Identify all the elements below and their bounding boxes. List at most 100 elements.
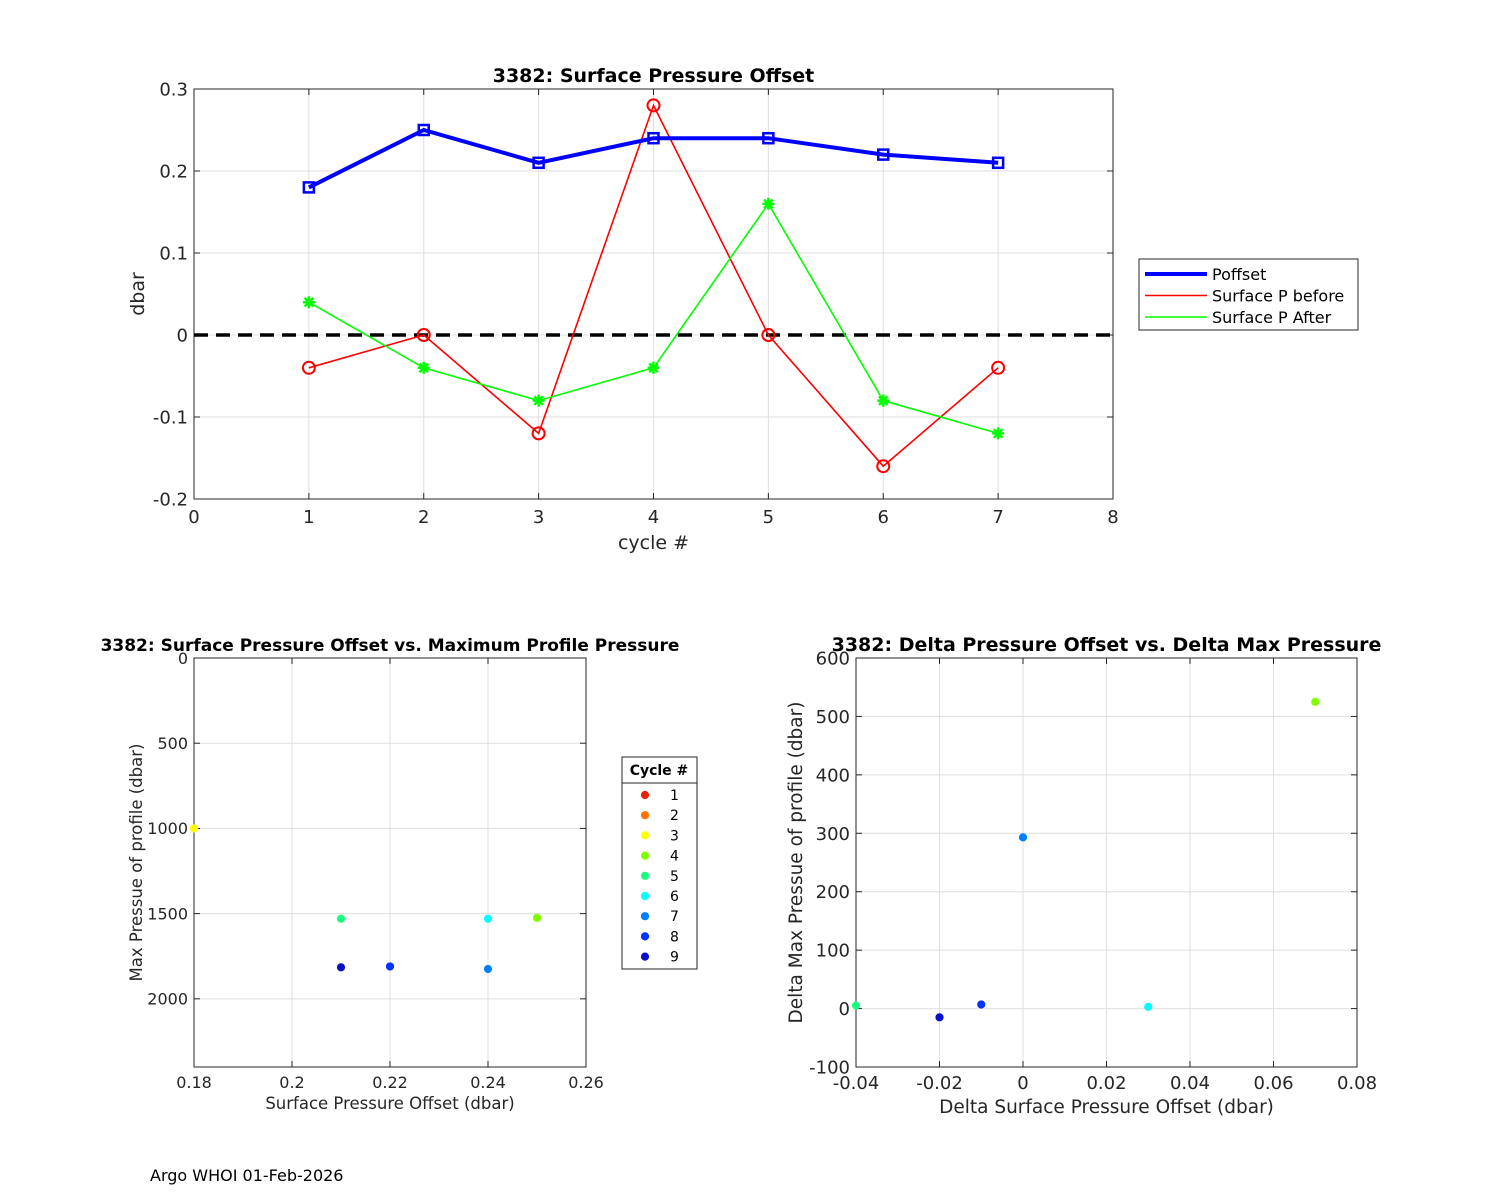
y-tick-label: 400 [816,765,850,786]
data-point-2-2 [532,394,545,407]
x-tick-label: 5 [763,507,774,528]
x-axis-label: Delta Surface Pressure Offset (dbar) [939,1097,1274,1118]
footer-credit: Argo WHOI 01-Feb-2026 [150,1166,344,1185]
chart-title: 3382: Surface Pressure Offset [493,65,815,87]
legend-title: Cycle # [630,763,689,779]
y-axis-label: Delta Max Pressue of profile (dbar) [786,702,807,1024]
legend-label: 7 [670,909,679,925]
x-axis-label: Surface Pressure Offset (dbar) [265,1094,514,1113]
data-point-1-1 [416,328,431,342]
legend-marker [640,811,650,820]
scatter-point-6 [483,964,493,974]
data-point-2-3 [647,361,660,374]
y-tick-label: 1500 [147,904,188,923]
legend-cycles: Cycle # 1 2 3 4 5 6 7 8 9 [621,756,698,970]
y-axis-label: Max Pressue of profile (dbar) [127,744,146,982]
data-point-1-4 [761,328,776,342]
y-axis-label: dbar [127,272,149,316]
y-tick-label: -0.2 [153,489,188,510]
x-tick-label: 0.04 [1170,1073,1210,1094]
x-tick-label: 1 [303,507,314,528]
scatter-point-5 [977,1000,986,1009]
data-point-2-5 [877,394,890,407]
x-tick-label: 0 [1017,1073,1028,1094]
data-point-0-1 [417,123,430,137]
x-tick-label: 0.08 [1337,1073,1377,1094]
data-point-0-2 [532,156,545,170]
scatter-point-3 [1144,1002,1153,1011]
x-tick-label: -0.02 [916,1073,963,1094]
data-point-1-6 [991,360,1006,375]
x-tick-label: 0.22 [372,1073,408,1092]
legend-label: 1 [670,788,679,804]
data-point-0-5 [877,148,890,161]
legend-label: Poffset [1212,265,1266,284]
legend-marker [640,952,650,961]
y-tick-label: -100 [809,1057,850,1078]
y-tick-label: 100 [816,941,850,962]
scatter-point-1 [851,1001,861,1010]
x-tick-label: -0.04 [833,1073,880,1094]
data-point-1-2 [531,426,546,441]
x-tick-label: 7 [992,507,1003,528]
scatter-point-1 [336,914,346,923]
data-point-0-4 [762,131,775,145]
scatter-point-0 [189,824,199,833]
y-tick-label: 300 [816,824,850,845]
y-tick-label: -0.1 [153,407,188,428]
data-point-0-0 [302,181,316,194]
data-point-1-5 [876,459,891,474]
data-point-2-0 [302,296,315,309]
legend-marker [640,851,650,860]
x-tick-label: 0.26 [568,1073,604,1092]
scatter-point-4 [935,1013,944,1022]
data-point-1-3 [646,98,661,113]
y-tick-label: 600 [816,648,850,669]
legend-label: 6 [670,889,679,905]
y-tick-label: 0.3 [159,79,188,100]
data-point-2-4 [762,197,775,210]
axes-bl: 0.18 0.2 0.22 0.24 0.26 0 500 1000 1500 2000 3382:… [101,636,680,1113]
legend-label: 9 [670,950,679,966]
legend-label: 2 [670,808,679,824]
series-line-0 [307,127,999,190]
legend-marker [640,831,650,840]
scatter-point-3 [483,914,493,923]
data-point-2-1 [417,361,430,374]
legend-label: Surface P before [1212,287,1344,306]
y-tick-label: 0.1 [159,243,188,264]
chart-title: 3382: Delta Pressure Offset vs. Delta Ma… [832,634,1382,656]
y-tick-label: 0 [839,999,850,1020]
x-tick-label: 0.18 [176,1073,212,1092]
legend-label: 5 [670,869,679,885]
x-tick-label: 3 [533,507,544,528]
legend-marker [640,932,650,941]
chart-title: 3382: Surface Pressure Offset vs. Maximu… [101,636,680,656]
legend-label: 8 [670,929,679,945]
y-tick-label: 0.2 [159,161,188,182]
data-point-0-3 [647,131,660,145]
x-axis-label: cycle # [618,532,689,554]
legend-label: 3 [670,828,679,844]
data-point-0-6 [991,156,1005,170]
x-tick-label: 0.02 [1086,1073,1126,1094]
data-point-1-0 [301,360,316,375]
x-tick-label: 0 [188,507,199,528]
legend-label: 4 [670,849,679,865]
legend-top: Poffset Surface P before Surface P After [1138,258,1359,331]
x-tick-label: 0.2 [279,1073,304,1092]
y-tick-label: 1000 [147,819,188,838]
x-tick-label: 0.24 [470,1073,506,1092]
legend-marker [640,891,650,901]
legend-marker [640,912,650,921]
legend-marker [640,790,650,800]
x-tick-label: 0.06 [1253,1073,1293,1094]
x-tick-label: 6 [878,507,889,528]
data-point-2-6 [992,427,1005,440]
legend-label: Surface P After [1212,308,1332,327]
y-tick-label: 0 [178,649,188,668]
series-line-1 [308,103,999,468]
x-tick-label: 8 [1107,507,1118,528]
y-tick-label: 500 [816,707,850,728]
